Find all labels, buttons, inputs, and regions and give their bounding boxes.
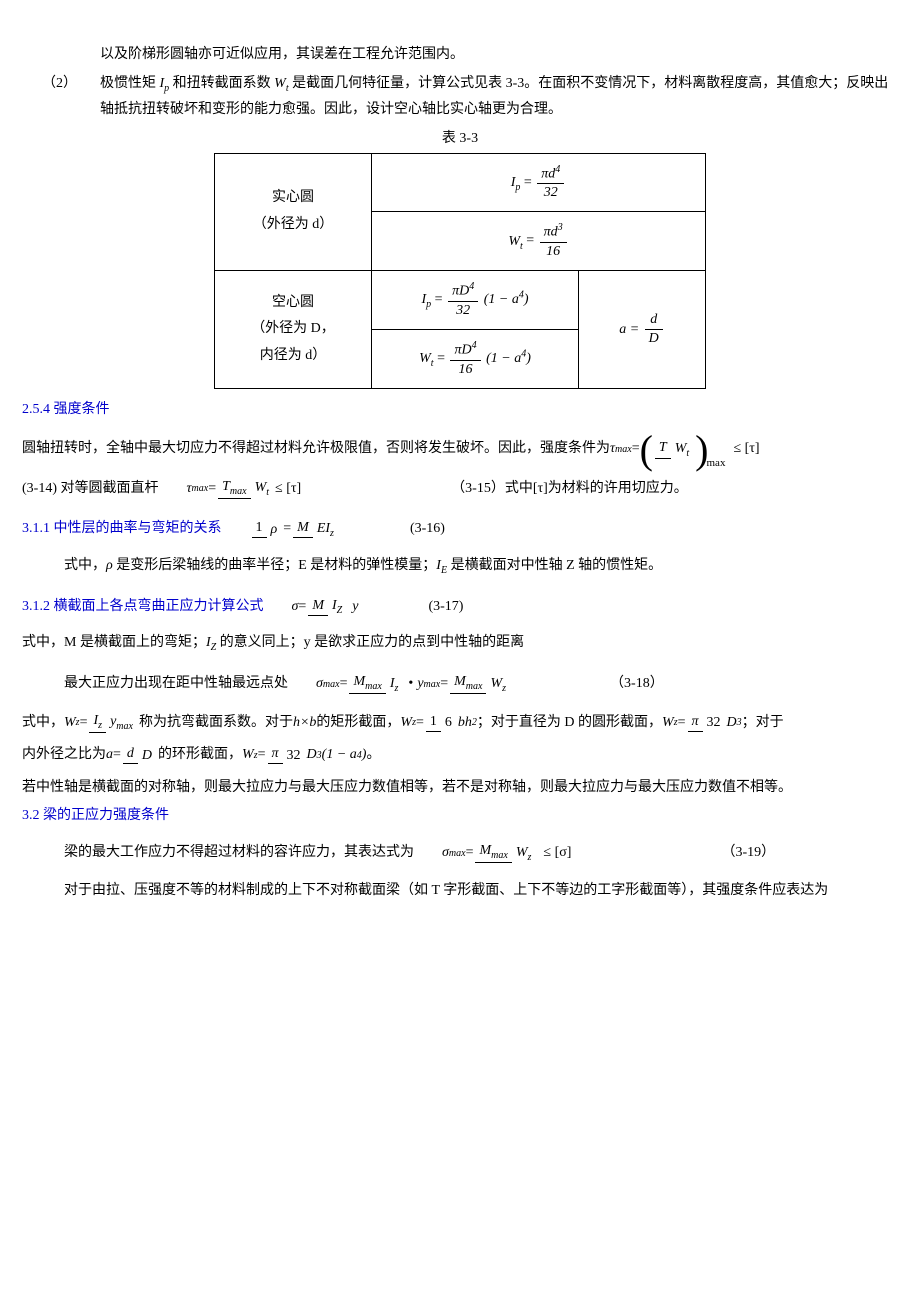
le-tau: ≤ [τ] [733,436,759,463]
para-symmetry: 若中性轴是横截面的对称轴，则最大拉应力与最大压应力数值相等，若不是对称轴，则最大… [22,775,898,802]
sigma-max: σmax [316,671,340,698]
cell-hollow-label: 空心圆 （外径为 D， 内径为 d） [215,271,372,389]
eq-3-14: τmax [187,476,209,503]
le-sigma: ≤ [σ] [543,840,571,867]
text: （外径为 d） [233,212,353,239]
para-Wz: 式中， Wz = Izymax 称为抗弯截面系数。对于 h×b 的矩形截面， W… [22,710,898,737]
line-3-1-2: 3.1.2 横截面上各点弯曲正应力计算公式 σ = MIZ y (3-17) [22,594,898,621]
text: 内外径之比为 [22,742,106,769]
equals: = [283,516,291,543]
le-tau: ≤ [τ] [275,476,301,503]
para-3-2-desc: 对于由拉、压强度不等的材料制成的上下不对称截面梁（如 T 字形截面、上下不等边的… [22,878,898,905]
line-3-14-15: (3-14) 对等圆截面直杆 τmax = TmaxWt ≤ [τ] （3-15… [22,476,898,503]
text: （外径为 D， [233,316,353,343]
frac-M-EIz: MEIz [293,520,338,539]
para-intro: 以及阶梯形圆轴亦可近似应用，其误差在工程允许范围内。 [22,42,898,69]
symbol-sigma: σ [292,594,299,621]
symbol-y: y [352,594,358,621]
symbol-Iz: IZ [206,635,216,650]
ymax: ymax [417,671,440,698]
frac-tmax-wt: TmaxWt [218,479,273,499]
para-3-1-1-desc: 式中，ρ 是变形后梁轴线的曲率半径；E 是材料的弹性模量；IE 是横截面对中性轴… [22,553,898,580]
text: 内径为 d） [233,343,353,370]
para-3-1-2-desc: 式中，M 是横截面上的弯矩；IZ 的意义同上；y 是欲求正应力的点到中性轴的距离 [22,630,898,657]
cell-ip-solid: Ip = πd432 [372,153,706,212]
heading-3-1-2: 3.1.2 横截面上各点弯曲正应力计算公式 [22,594,264,621]
text: 梁的最大工作应力不得超过材料的容许应力，其表达式为 [64,840,414,867]
text: 为材料的许用切应力。 [548,476,688,503]
frac-Mmax-Wz-b: MmaxWz [475,843,535,863]
para-inner: 内外径之比为 a = dD 的环形截面， Wz = π32 D3(1 − a4)… [22,742,898,769]
text: 是横截面对中性轴 Z 轴的惯性矩。 [447,558,662,573]
table-caption: 表 3-3 [22,126,898,153]
frac-1-6: 16 [426,714,456,732]
symbol-Wt: Wt [274,76,288,91]
equals: = [632,436,640,463]
frac-Mmax-Iz: MmaxIz [349,674,402,694]
frac-Iz-ymax: Izymax [89,713,136,733]
text: 圆轴扭转时，全轴中最大切应力不得超过材料允许极限值，否则将发生破坏。因此，强度条… [22,436,610,463]
heading-3-1-1: 3.1.1 中性层的曲率与弯矩的关系 [22,516,222,543]
cell-wt-hollow: Wt = πD416 (1 − a4) [372,330,579,389]
text: 最大正应力出现在距中性轴最远点处 [64,671,288,698]
symbol-hxb: h×b [293,710,316,737]
text: 式中， [22,710,64,737]
frac-pi-32: π32 [688,714,725,732]
text: 式中， [64,558,106,573]
symbol-Wz: Wz [64,710,80,737]
text: 实心圆 [233,185,353,212]
symbol-IE: IE [436,558,447,573]
cell-solid-label: 实心圆 （外径为 d） [215,153,372,271]
cell-wt-solid: Wt = πd316 [372,212,706,271]
line-3-19: 梁的最大工作应力不得超过材料的容许应力，其表达式为 σmax = MmaxWz … [22,840,898,867]
item-2-text: 极惯性矩 Ip 和扭转截面系数 Wt 是截面几何特征量，计算公式见表 3-3。在… [100,71,898,124]
line-3-1-1: 3.1.1 中性层的曲率与弯矩的关系 1ρ = MEIz (3-16) [22,516,898,543]
text: 空心圆 [233,290,353,317]
text: ；对于直径为 D 的圆形截面， [477,710,662,737]
frac-Mmax-Wz: MmaxWz [450,674,510,694]
frac-1-rho: 1ρ [252,520,282,538]
text: 。 [366,742,380,769]
text: 极惯性矩 [100,76,160,91]
text: （3-15）式中 [451,476,533,503]
eq-num-3-18: （3-18） [610,671,664,698]
frac-T-Wt: TWt [655,440,693,459]
table-3-3: 实心圆 （外径为 d） Ip = πd432 Wt = πd316 空心圆 （外… [214,153,706,389]
frac-M-Iz: MIZ [308,597,346,616]
text: 称为抗弯截面系数。对于 [139,710,293,737]
frac-pi-32-b: π32 [268,746,305,764]
cell-a-def: a = dD [579,271,706,389]
label-3-14: (3-14) 对等圆截面直杆 [22,476,159,503]
eq-tau-max: τmax [610,436,632,463]
text: 的环形截面， [158,742,242,769]
text: 的意义同上；y 是欲求正应力的点到中性轴的距离 [216,635,524,650]
sigma-max: σmax [442,840,466,867]
cell-ip-hollow: Ip = πD432 (1 − a4) [372,271,579,330]
frac-d-D: dD [123,746,156,764]
eq-num-3-16: (3-16) [410,516,445,543]
symbol-Ip: Ip [160,76,170,91]
text: 的矩形截面， [316,710,400,737]
item-2: （2） 极惯性矩 Ip 和扭转截面系数 Wt 是截面几何特征量，计算公式见表 3… [22,71,898,124]
text: 是变形后梁轴线的曲率半径；E 是材料的弹性模量； [113,558,437,573]
sub-max: max [707,453,726,474]
paren-left: ( [640,430,653,470]
eq-num-3-17: (3-17) [428,594,463,621]
text: ；对于 [742,710,784,737]
heading-3-2: 3.2 梁的正应力强度条件 [22,803,898,830]
symbol-rho: ρ [106,558,113,573]
item-2-number: （2） [22,71,100,124]
bracket-tau: [τ] [533,476,548,503]
text: 式中，M 是横截面上的弯矩； [22,635,206,650]
line-3-18: 最大正应力出现在距中性轴最远点处 σmax = MmaxIz • ymax = … [22,671,898,698]
dot: • [408,671,413,698]
para-strength-cond: 圆轴扭转时，全轴中最大切应力不得超过材料允许极限值，否则将发生破坏。因此，强度条… [22,430,898,470]
heading-2-5-4: 2.5.4 强度条件 [22,397,898,424]
text: 和扭转截面系数 [169,76,274,91]
eq-num-3-19: （3-19） [721,840,775,867]
